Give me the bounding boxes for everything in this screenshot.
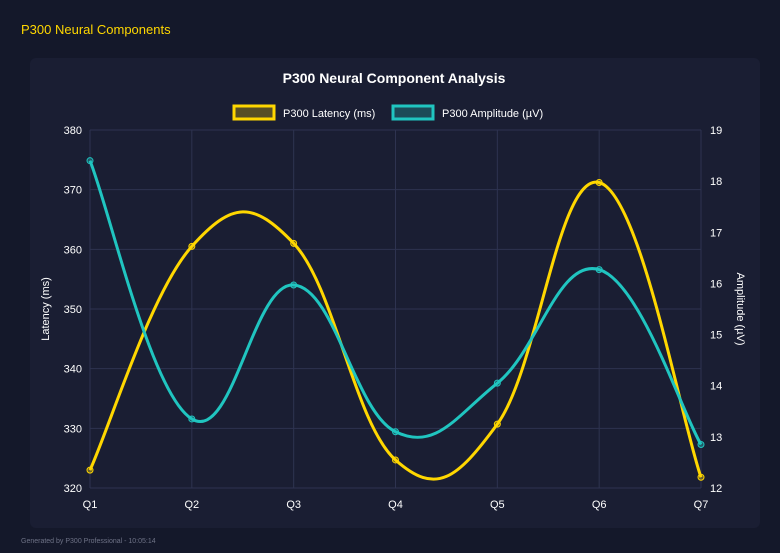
y-tick-label: 380 xyxy=(64,125,82,137)
x-tick-label: Q2 xyxy=(184,499,199,511)
legend-label: P300 Latency (ms) xyxy=(283,108,375,120)
y2-axis-label: Amplitude (µV) xyxy=(734,273,746,346)
x-tick-label: Q6 xyxy=(592,499,607,511)
data-point xyxy=(493,420,501,428)
y-tick-label: 370 xyxy=(64,185,82,197)
y2-tick-label: 14 xyxy=(710,381,722,393)
data-point xyxy=(392,428,399,436)
series-line-0 xyxy=(88,180,703,481)
y-tick-label: 330 xyxy=(64,423,82,435)
y2-tick-label: 13 xyxy=(710,432,722,444)
x-tick-label: Q3 xyxy=(286,499,301,511)
x-tick-label: Q1 xyxy=(83,499,98,511)
page-title: P300 Neural Components xyxy=(21,22,171,37)
data-point xyxy=(188,242,196,250)
legend: P300 Latency (ms) P300 Amplitude (µV) xyxy=(232,104,543,121)
data-point xyxy=(697,441,705,449)
data-point xyxy=(86,466,94,474)
y2-tick-label: 17 xyxy=(710,227,722,239)
data-point xyxy=(697,473,705,481)
data-point xyxy=(188,415,196,423)
series-line-1 xyxy=(88,160,703,446)
data-point xyxy=(493,379,501,387)
y2-tick-label: 18 xyxy=(710,176,722,188)
data-point xyxy=(595,266,603,274)
data-point xyxy=(290,281,298,289)
chart-title: P300 Neural Component Analysis xyxy=(283,70,506,86)
y2-tick-label: 16 xyxy=(710,278,722,290)
y2-tick-label: 15 xyxy=(710,330,722,342)
y-tick-label: 360 xyxy=(64,244,82,256)
data-point xyxy=(392,456,399,464)
x-tick-label: Q5 xyxy=(490,499,505,511)
y-tick-label: 350 xyxy=(64,304,82,316)
legend-label: P300 Amplitude (µV) xyxy=(442,108,543,120)
y2-tick-label: 12 xyxy=(710,483,722,495)
y-tick-label: 340 xyxy=(64,364,82,376)
x-tick-label: Q4 xyxy=(388,499,403,511)
legend-swatch xyxy=(391,104,435,121)
data-point xyxy=(86,157,94,165)
x-tick-label: Q7 xyxy=(694,499,709,511)
footer: Generated by P300 Professional - 10:05:1… xyxy=(21,538,156,545)
y2-tick-label: 19 xyxy=(710,125,722,137)
y-tick-label: 320 xyxy=(64,483,82,495)
data-point xyxy=(290,239,298,247)
data-point xyxy=(595,179,603,187)
y-axis-label: Latency (ms) xyxy=(40,277,52,341)
legend-swatch xyxy=(232,104,276,121)
